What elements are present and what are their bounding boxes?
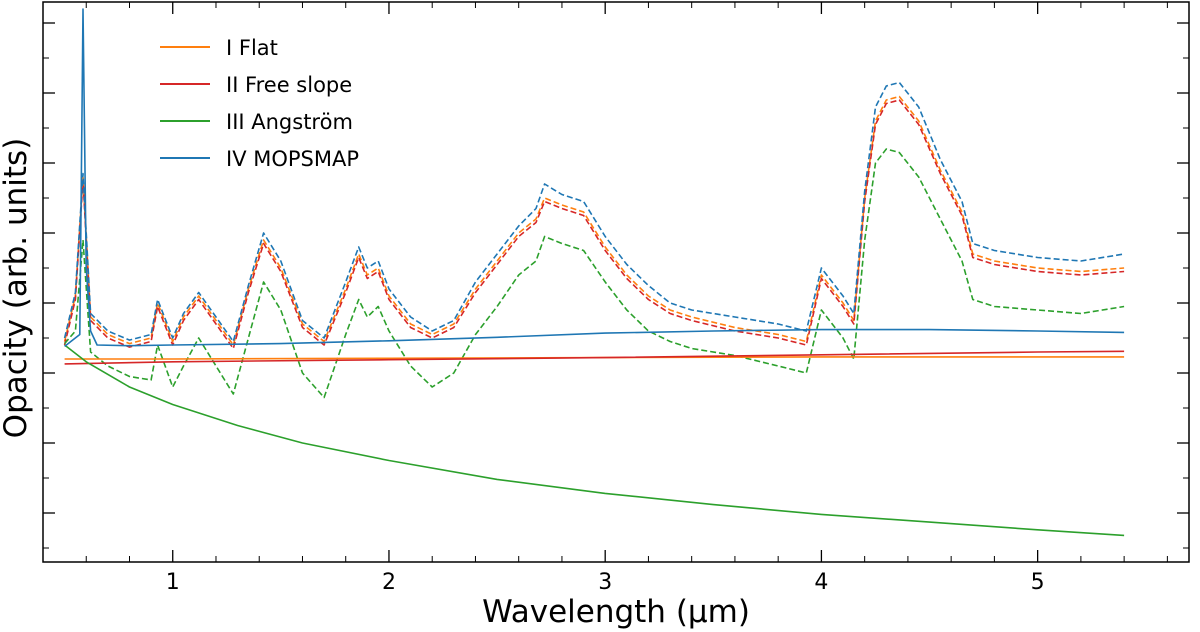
plot-frame — [42, 1, 1190, 563]
y-axis-label: Opacity (arb. units) — [0, 138, 34, 439]
series-line-iv-mopsmap-spectrum — [63, 81, 1125, 343]
legend-label-iv-mopsmap: IV MOPSMAP — [226, 147, 359, 171]
legend-label-ii-free-slope: II Free slope — [226, 73, 352, 97]
x-tick-label: 2 — [382, 570, 396, 595]
series-line-iii-angstr-m — [64, 344, 1125, 537]
series-line-iv-mopsmap — [64, 8, 1125, 348]
series-line-ii-free-slope-spectrum — [63, 99, 1125, 350]
x-tick-label: 3 — [598, 570, 612, 595]
x-tick-label: 1 — [166, 570, 180, 595]
legend: I Flat II Free slope III Angström IV MOPSMA… — [160, 36, 359, 171]
legend-label-i-flat: I Flat — [226, 36, 278, 60]
series-layer — [63, 8, 1125, 537]
x-tick-label: 4 — [814, 570, 828, 595]
series-line-iii-angstr-m-spectrum — [63, 148, 1125, 399]
x-tick-label: 5 — [1031, 570, 1045, 595]
legend-label-iii-angstr-m: III Angström — [226, 110, 353, 134]
ticks-layer: 1 2 3 4 5 — [43, 2, 1189, 595]
series-line-ii-free-slope — [64, 350, 1125, 365]
series-line-i-flat-spectrum — [63, 95, 1125, 346]
x-axis-label: Wavelength (μm) — [482, 594, 750, 630]
